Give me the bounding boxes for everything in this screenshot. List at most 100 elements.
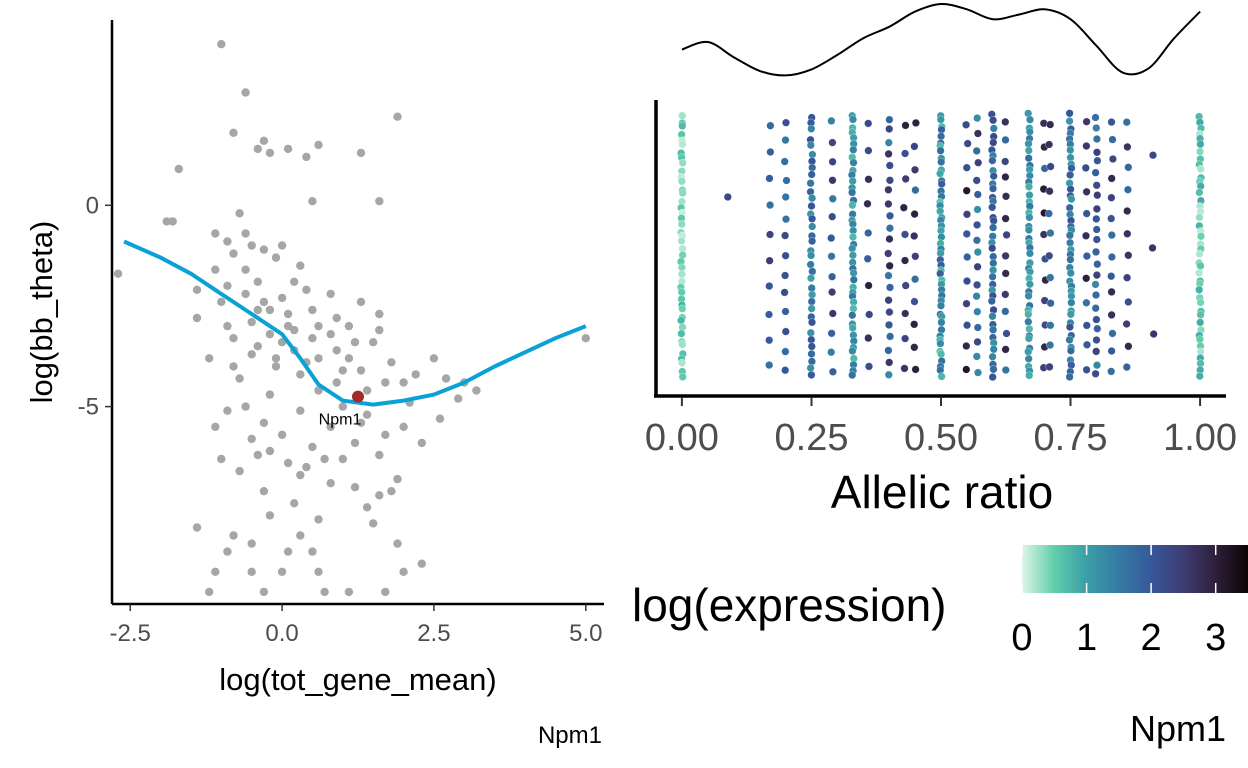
ratio-point	[910, 297, 919, 306]
data-point	[271, 354, 281, 363]
ratio-point	[962, 229, 971, 238]
ratio-point	[1092, 225, 1101, 234]
ratio-point	[910, 142, 919, 151]
ratio-point	[782, 118, 790, 127]
ratio-point	[1046, 321, 1055, 330]
ratio-point	[1196, 147, 1204, 156]
ratio-point	[901, 174, 910, 183]
ratio-point	[781, 251, 790, 260]
ratio-point	[765, 282, 774, 291]
ratio-point	[1107, 118, 1116, 127]
ratio-point	[1092, 214, 1101, 223]
data-point	[399, 567, 408, 576]
ratio-point	[1092, 336, 1101, 344]
ratio-point	[936, 146, 945, 155]
ratio-point	[1025, 324, 1034, 333]
x-tick-label: 5.0	[569, 620, 602, 647]
ratio-point	[1122, 320, 1131, 328]
ratio-point	[807, 284, 816, 293]
data-point	[362, 503, 372, 512]
ratio-point	[1092, 181, 1101, 190]
data-point	[205, 354, 214, 363]
ratio-point	[1002, 230, 1011, 239]
data-point	[223, 406, 232, 415]
ratio-point	[865, 310, 874, 319]
legend-tick-label: 1	[1076, 617, 1097, 659]
ratio-point	[962, 365, 971, 374]
ratio-point	[988, 156, 997, 165]
data-point	[308, 547, 317, 556]
ratio-point	[974, 368, 982, 377]
ratio-point	[1124, 342, 1133, 351]
data-point	[314, 354, 323, 363]
data-point	[259, 487, 269, 496]
data-point	[308, 197, 317, 206]
ratio-point	[1148, 243, 1157, 252]
ratio-point	[808, 150, 817, 159]
ratio-point	[782, 176, 791, 185]
ratio-point	[678, 358, 686, 367]
data-point	[253, 277, 262, 286]
ratio-point	[1092, 315, 1101, 324]
data-point	[356, 148, 366, 158]
ratio-point	[1123, 229, 1132, 238]
ratio-point	[1092, 271, 1101, 280]
ratio-point	[678, 158, 687, 167]
data-point	[265, 511, 275, 520]
ratio-point	[1092, 291, 1100, 299]
ratio-point	[1107, 253, 1116, 261]
ratio-point	[848, 251, 857, 260]
ratio-point	[678, 304, 687, 313]
ratio-point	[1065, 323, 1074, 331]
ratio-point	[885, 161, 894, 170]
ratio-point	[1149, 330, 1158, 338]
ratio-point	[1093, 148, 1101, 157]
left-x-ticks: -2.5 0.0 2.5 5.0	[110, 604, 602, 647]
data-point	[435, 414, 445, 423]
ratio-point	[1001, 366, 1010, 374]
ratio-point	[1024, 291, 1033, 300]
ratio-point	[806, 260, 815, 269]
ratio-point	[677, 316, 686, 325]
ratio-point	[1091, 304, 1100, 313]
data-point	[472, 386, 481, 395]
ratio-point	[827, 252, 836, 261]
left-x-axis-label: log(tot_gene_mean)	[219, 662, 496, 697]
ratio-point	[1107, 367, 1116, 376]
ratio-point	[765, 310, 773, 319]
ratio-point	[807, 370, 816, 379]
ratio-point	[782, 215, 790, 224]
data-point	[277, 293, 287, 303]
ratio-point	[864, 334, 873, 343]
ratio-point	[1107, 347, 1116, 355]
ratio-point	[989, 184, 997, 193]
ratio-point	[863, 254, 872, 263]
ratio-point	[1025, 371, 1034, 380]
data-point	[302, 285, 311, 294]
ratio-point	[1123, 185, 1132, 194]
ratio-point	[937, 350, 946, 359]
ratio-point	[827, 116, 836, 125]
ratio-point	[678, 140, 687, 149]
ratio-point	[988, 312, 997, 321]
right-scatter-panel: 0.00 0.25 0.50 0.75 1.00 Allelic ratio	[645, 2, 1237, 518]
ratio-point	[1196, 318, 1205, 327]
ratio-point	[989, 365, 998, 374]
ratio-point	[827, 329, 836, 338]
ratio-point	[910, 343, 919, 352]
data-point	[393, 112, 402, 121]
ratio-point	[1025, 213, 1034, 222]
ratio-point	[806, 179, 815, 188]
ratio-point	[972, 352, 981, 361]
ratio-point	[884, 185, 893, 194]
ratio-point	[1045, 187, 1054, 196]
ratio-point	[1067, 164, 1076, 173]
data-point	[247, 434, 256, 444]
ratio-point	[807, 274, 815, 283]
ratio-point	[911, 252, 920, 261]
ratio-point	[808, 318, 816, 327]
right-points-layer	[676, 109, 1205, 382]
ratio-point	[828, 212, 837, 221]
data-point	[247, 567, 256, 576]
ratio-point	[678, 189, 687, 198]
